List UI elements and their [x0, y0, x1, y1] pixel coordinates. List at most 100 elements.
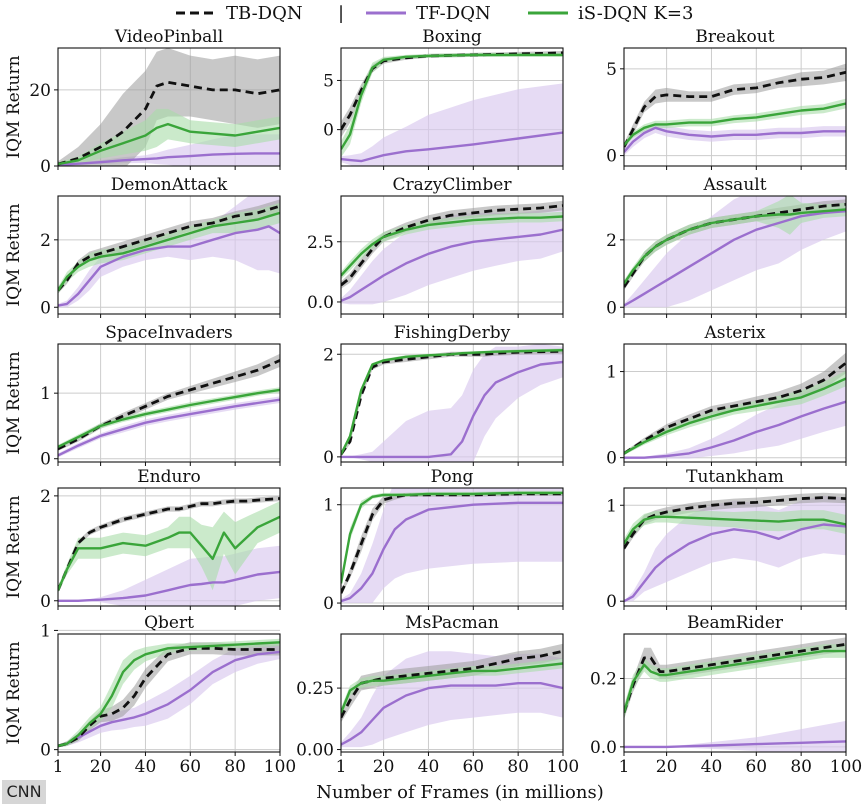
line-is-dqn-k-3 — [58, 388, 280, 448]
axes-frame — [340, 487, 564, 607]
x-tick-label: 60 — [462, 757, 484, 777]
panel-videopinball: 0 20 VideoPinball IQM Return — [4, 27, 281, 177]
plot-area — [58, 196, 280, 308]
line-tf-dqn — [58, 398, 280, 457]
y-tick-label: 1 — [40, 384, 51, 404]
line-tf-dqn — [624, 210, 846, 307]
x-tick-label: 40 — [701, 757, 723, 777]
x-tick-label: 1 — [53, 757, 64, 777]
x-tick-label: 100 — [830, 757, 862, 777]
y-tick-label: 0 — [606, 147, 617, 167]
x-tick-label: 80 — [507, 757, 529, 777]
line-tf-dqn — [341, 501, 563, 603]
x-tick-label: 80 — [790, 757, 812, 777]
panel-title: MsPacman — [405, 613, 499, 633]
x-tick-label: 40 — [418, 757, 440, 777]
line-is-dqn-k-3 — [341, 491, 563, 584]
band-tb-dqn — [341, 643, 563, 723]
plot-area — [58, 48, 280, 166]
plot-area — [624, 63, 846, 156]
y-tick-label: 0 — [40, 592, 51, 612]
panel-title: Assault — [702, 175, 766, 195]
panel-title: BeamRider — [687, 613, 784, 633]
band-tb-dqn — [624, 63, 846, 151]
y-tick-label: 1 — [323, 496, 334, 516]
y-tick-label: 0.00 — [296, 741, 334, 761]
line-is-dqn-k-3 — [624, 102, 846, 146]
band-is-dqn-k-3 — [624, 370, 846, 456]
y-tick-label: 0 — [40, 157, 51, 177]
y-axis-label: IQM Return — [4, 495, 24, 598]
axes-frame — [340, 633, 564, 753]
plot-area — [624, 352, 846, 459]
panel-title: CrazyClimber — [393, 175, 513, 195]
axes-frame — [340, 195, 564, 315]
y-axis-label: IQM Return — [4, 351, 24, 454]
y-tick-label: 20 — [29, 81, 51, 101]
axes-frame — [57, 633, 281, 753]
band-is-dqn-k-3 — [341, 658, 563, 718]
x-tick-label: 100 — [264, 757, 296, 777]
y-tick-label: 0.2 — [590, 669, 617, 689]
line-tf-dqn — [341, 360, 563, 459]
line-tf-dqn — [341, 131, 563, 163]
x-tick-label: 20 — [90, 757, 112, 777]
band-is-dqn-k-3 — [341, 490, 563, 587]
panel-asterix: 0 1 Asterix — [606, 323, 847, 469]
axes-frame — [623, 633, 847, 753]
axes-frame — [623, 195, 847, 315]
x-tick-label: 100 — [547, 757, 579, 777]
y-tick-label: 0 — [606, 592, 617, 612]
panel-title: Qbert — [144, 613, 194, 633]
plot-area — [58, 353, 280, 458]
x-tick-label: 80 — [224, 757, 246, 777]
axes-frame — [340, 47, 564, 167]
band-is-dqn-k-3 — [341, 211, 563, 280]
y-tick-label: 0 — [323, 121, 334, 141]
line-tf-dqn — [58, 152, 280, 166]
y-tick-label: 5 — [323, 71, 334, 91]
axes-frame — [340, 343, 564, 463]
panel-boxing: 0 5 Boxing — [323, 27, 564, 170]
y-tick-label: 0 — [40, 298, 51, 318]
line-tb-dqn — [624, 361, 846, 455]
plot-area — [341, 488, 563, 603]
panel-beamrider: 1 20 40 60 80 100 0.0 0.2 BeamRider — [590, 613, 862, 777]
line-tb-dqn — [624, 70, 846, 148]
y-axis-label: IQM Return — [4, 203, 24, 306]
y-tick-label: 0 — [323, 594, 334, 614]
line-tb-dqn — [624, 496, 846, 550]
axes-frame — [57, 47, 281, 167]
panel-assault: 0 2 Assault — [606, 175, 847, 318]
legend-label-is-dqn: iS-DQN K=3 — [578, 3, 693, 24]
y-tick-label: 5 — [606, 60, 617, 80]
line-tf-dqn — [341, 228, 563, 302]
y-tick-label: 2 — [606, 231, 617, 251]
panel-title: DemonAttack — [111, 175, 228, 195]
panel-title: Pong — [431, 467, 474, 487]
line-tb-dqn — [58, 646, 280, 748]
axes-frame — [623, 487, 847, 607]
line-is-dqn-k-3 — [624, 515, 846, 545]
plot-area — [341, 643, 563, 748]
panel-tutankham: 0 1 Tutankham — [606, 467, 847, 612]
band-tf-dqn — [624, 377, 846, 459]
line-tf-dqn — [624, 523, 846, 603]
axes-frame — [57, 343, 281, 463]
y-tick-label: 0 — [40, 741, 51, 761]
line-tf-dqn — [624, 400, 846, 459]
band-tf-dqn — [341, 208, 563, 305]
y-tick-label: 1 — [40, 621, 51, 641]
band-tf-dqn — [624, 122, 846, 156]
x-tick-label: 20 — [373, 757, 395, 777]
line-tf-dqn — [58, 225, 280, 307]
band-tb-dqn — [624, 492, 846, 552]
axes-frame — [623, 47, 847, 167]
x-tick-label: 1 — [336, 757, 347, 777]
line-is-dqn-k-3 — [341, 215, 563, 277]
panel-title: Boxing — [422, 27, 482, 47]
panel-spaceinvaders: 0 1 SpaceInvaders IQM Return — [4, 323, 281, 470]
y-tick-label: 1 — [606, 363, 617, 383]
panel-mspacman: 1 20 40 60 80 100 0.00 0.25 MsPacman — [296, 613, 579, 777]
